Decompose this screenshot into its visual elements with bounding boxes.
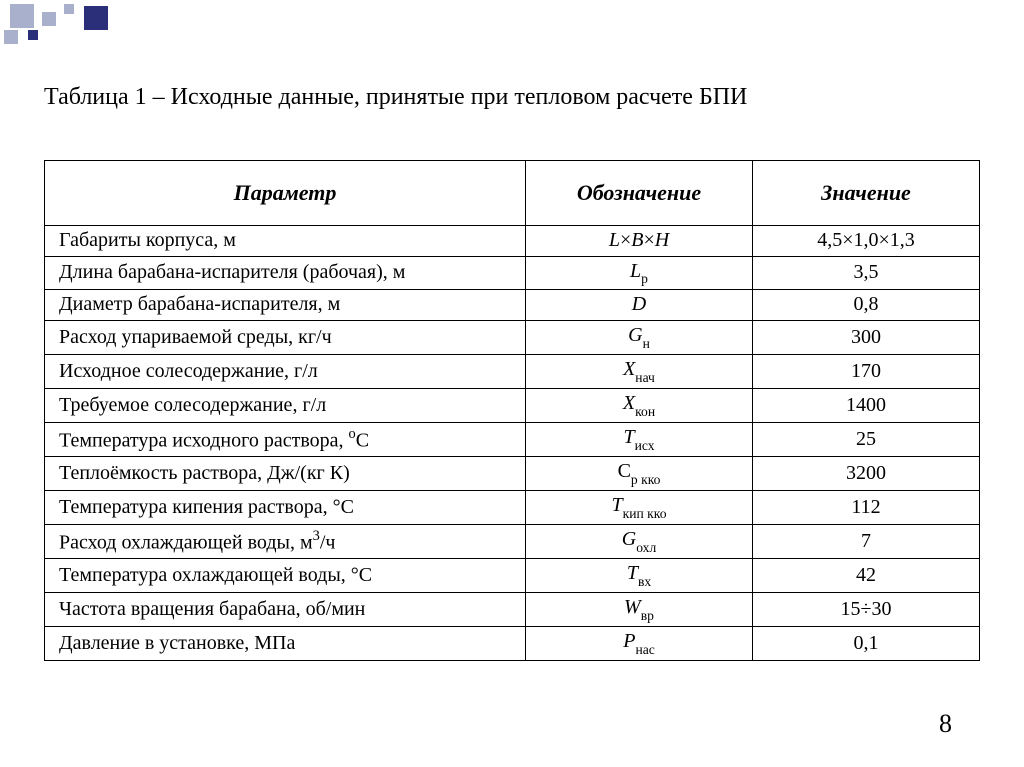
cell-designation: Xкон (526, 389, 753, 423)
deco-square (4, 30, 18, 44)
slide-corner-decoration (0, 0, 130, 44)
table-row: Температура охлаждающей воды, °СTвх42 (45, 559, 980, 593)
deco-square (64, 4, 74, 14)
table-row: Температура исходного раствора, оСTисх25 (45, 423, 980, 457)
table-row: Исходное солесодержание, г/лXнач170 (45, 355, 980, 389)
cell-value: 112 (753, 491, 980, 525)
cell-parameter: Расход охлаждающей воды, м3/ч (45, 525, 526, 559)
data-table: Параметр Обозначение Значение Габариты к… (44, 160, 980, 661)
cell-parameter: Габариты корпуса, м (45, 225, 526, 256)
cell-parameter: Давление в установке, МПа (45, 627, 526, 661)
cell-designation: Tкип кко (526, 491, 753, 525)
cell-parameter: Температура исходного раствора, оС (45, 423, 526, 457)
table-body: Габариты корпуса, мL×B×H4,5×1,0×1,3Длина… (45, 225, 980, 661)
cell-parameter: Длина барабана-испарителя (рабочая), м (45, 256, 526, 290)
cell-value: 7 (753, 525, 980, 559)
page-number: 8 (939, 709, 952, 739)
cell-parameter: Диаметр барабана-испарителя, м (45, 290, 526, 321)
cell-designation: Ср кко (526, 457, 753, 491)
cell-value: 0,1 (753, 627, 980, 661)
deco-square (84, 6, 108, 30)
deco-square (28, 30, 38, 40)
cell-designation: Lр (526, 256, 753, 290)
cell-designation: D (526, 290, 753, 321)
table-row: Расход упариваемой среды, кг/чGн300 (45, 321, 980, 355)
cell-parameter: Исходное солесодержание, г/л (45, 355, 526, 389)
cell-value: 25 (753, 423, 980, 457)
table-row: Габариты корпуса, мL×B×H4,5×1,0×1,3 (45, 225, 980, 256)
cell-parameter: Расход упариваемой среды, кг/ч (45, 321, 526, 355)
table-row: Температура кипения раствора, °СTкип кко… (45, 491, 980, 525)
table-row: Частота вращения барабана, об/минWвр15÷3… (45, 593, 980, 627)
cell-designation: L×B×H (526, 225, 753, 256)
cell-value: 170 (753, 355, 980, 389)
cell-designation: Wвр (526, 593, 753, 627)
cell-designation: Tвх (526, 559, 753, 593)
cell-designation: Gн (526, 321, 753, 355)
data-table-container: Параметр Обозначение Значение Габариты к… (44, 160, 979, 661)
cell-value: 42 (753, 559, 980, 593)
cell-value: 4,5×1,0×1,3 (753, 225, 980, 256)
table-header-row: Параметр Обозначение Значение (45, 161, 980, 226)
cell-parameter: Температура охлаждающей воды, °С (45, 559, 526, 593)
cell-parameter: Частота вращения барабана, об/мин (45, 593, 526, 627)
header-parameter: Параметр (45, 161, 526, 226)
cell-designation: Xнач (526, 355, 753, 389)
cell-parameter: Температура кипения раствора, °С (45, 491, 526, 525)
header-value: Значение (753, 161, 980, 226)
cell-parameter: Теплоёмкость раствора, Дж/(кг К) (45, 457, 526, 491)
table-row: Диаметр барабана-испарителя, мD0,8 (45, 290, 980, 321)
cell-value: 300 (753, 321, 980, 355)
table-row: Расход охлаждающей воды, м3/чGохл7 (45, 525, 980, 559)
table-caption: Таблица 1 – Исходные данные, принятые пр… (44, 84, 747, 111)
table-row: Требуемое солесодержание, г/лXкон1400 (45, 389, 980, 423)
cell-value: 3200 (753, 457, 980, 491)
table-row: Теплоёмкость раствора, Дж/(кг К)Ср кко32… (45, 457, 980, 491)
cell-designation: Gохл (526, 525, 753, 559)
cell-designation: Pнас (526, 627, 753, 661)
cell-value: 3,5 (753, 256, 980, 290)
table-row: Длина барабана-испарителя (рабочая), мLр… (45, 256, 980, 290)
table-row: Давление в установке, МПаPнас0,1 (45, 627, 980, 661)
deco-square (10, 4, 34, 28)
cell-value: 15÷30 (753, 593, 980, 627)
cell-designation: Tисх (526, 423, 753, 457)
cell-value: 1400 (753, 389, 980, 423)
deco-square (42, 12, 56, 26)
cell-parameter: Требуемое солесодержание, г/л (45, 389, 526, 423)
cell-value: 0,8 (753, 290, 980, 321)
header-designation: Обозначение (526, 161, 753, 226)
